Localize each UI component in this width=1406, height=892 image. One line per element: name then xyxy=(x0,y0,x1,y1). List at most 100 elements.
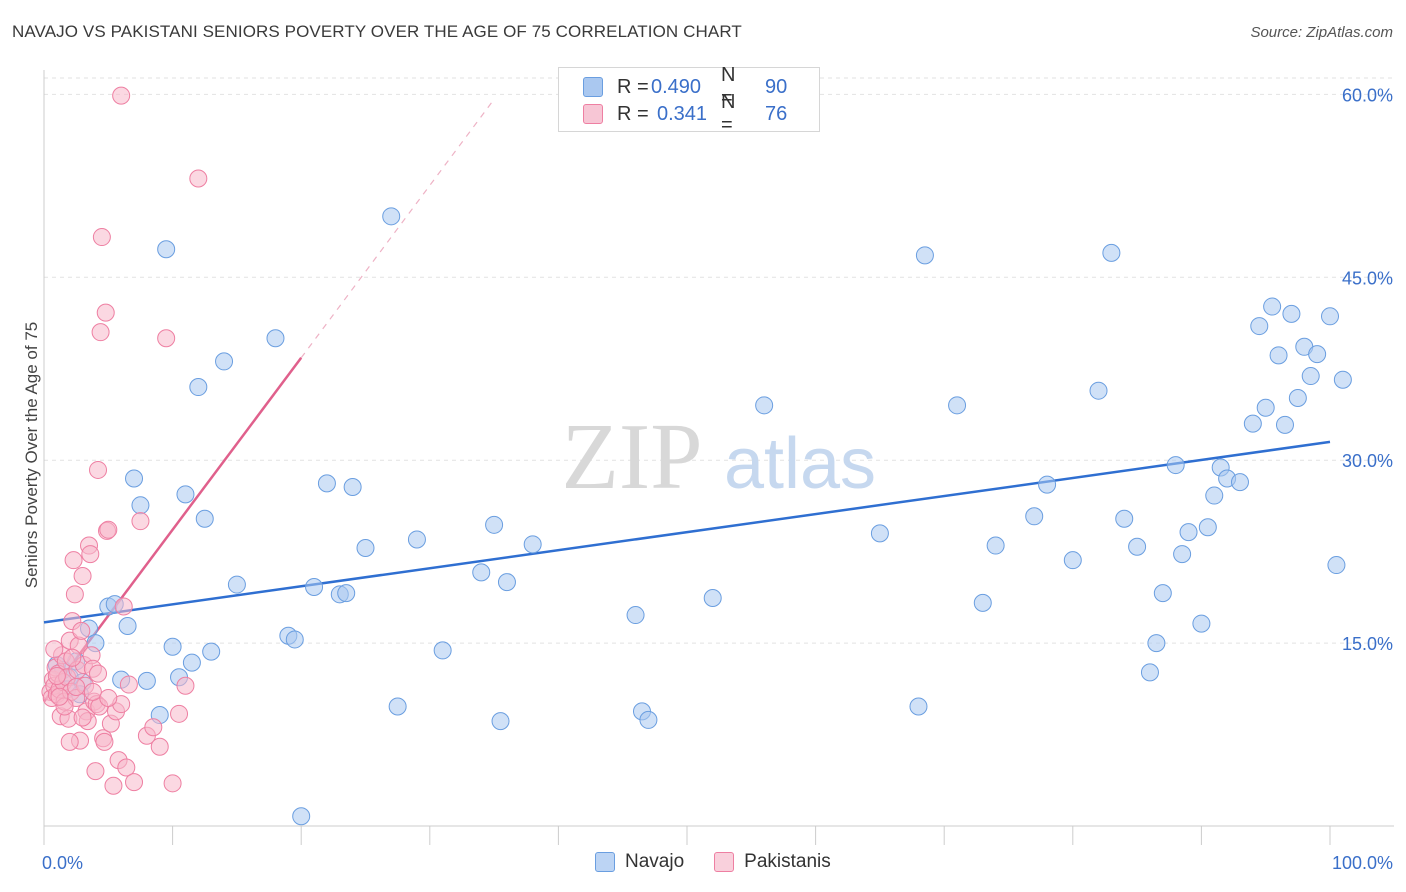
pakistanis-point xyxy=(163,774,182,793)
navajo-point xyxy=(305,578,324,597)
pakistanis-trend-extension xyxy=(300,98,495,359)
navajo-point xyxy=(1250,317,1269,336)
navajo-swatch xyxy=(595,852,615,872)
pakistanis-point xyxy=(114,597,133,616)
navajo-point xyxy=(1308,345,1327,364)
navajo-point xyxy=(523,535,542,554)
navajo-point xyxy=(755,396,774,415)
navajo-point xyxy=(1205,486,1224,505)
navajo-point xyxy=(285,630,304,649)
navajo-point xyxy=(1192,614,1211,633)
navajo-trend-line xyxy=(43,440,1331,624)
gridlines xyxy=(44,77,1394,644)
pakistanis-point xyxy=(189,169,208,188)
pakistanis-point xyxy=(92,228,111,247)
watermark-zip: ZIP xyxy=(562,405,703,509)
watermark-atlas: atlas xyxy=(724,424,876,504)
pakistanis-point xyxy=(47,667,66,686)
navajo-point xyxy=(491,712,510,731)
pakistanis-point xyxy=(157,329,176,348)
pakistanis-point xyxy=(73,708,92,727)
navajo-point xyxy=(1140,663,1159,682)
navajo-point xyxy=(485,515,504,534)
data-points xyxy=(41,86,1352,826)
r-label: R = xyxy=(617,102,649,125)
y-tick-label: 45.0% xyxy=(1342,268,1393,288)
navajo-point xyxy=(1327,556,1346,575)
navajo-point xyxy=(337,584,356,603)
trend-lines xyxy=(42,98,1331,703)
n-label: N = xyxy=(721,64,736,109)
pakistanis-point xyxy=(99,688,118,707)
navajo-point xyxy=(1282,304,1301,323)
navajo-point xyxy=(1230,473,1249,492)
navajo-point xyxy=(266,329,285,348)
pakistanis-point xyxy=(60,732,79,751)
navajo-point xyxy=(1243,414,1262,433)
navajo-point xyxy=(1102,243,1121,262)
navajo-point xyxy=(182,653,201,672)
navajo-point xyxy=(1263,297,1282,316)
y-tick-label: 30.0% xyxy=(1342,451,1393,471)
y-tick-label: 15.0% xyxy=(1342,634,1393,654)
navajo-point xyxy=(986,536,1005,555)
navajo-point xyxy=(382,207,401,226)
navajo-point xyxy=(915,246,934,265)
pakistanis-point xyxy=(89,664,108,683)
source-label: Source: ZipAtlas.com xyxy=(1250,24,1393,41)
pakistanis-point xyxy=(63,648,82,667)
navajo-point xyxy=(948,396,967,415)
navajo-point xyxy=(909,697,928,716)
navajo-point xyxy=(1321,307,1339,326)
pakistanis-point xyxy=(67,677,86,696)
tick-labels: 15.0% 30.0% 45.0% 60.0% 0.0% 100.0% xyxy=(42,85,1393,873)
pakistanis-point xyxy=(65,585,84,604)
navajo-swatch xyxy=(583,77,603,97)
navajo-point xyxy=(1198,518,1217,537)
n-label: N = xyxy=(721,91,736,136)
pakistanis-point xyxy=(50,687,69,706)
navajo-point xyxy=(202,642,221,661)
pakistanis-point xyxy=(117,758,136,777)
pakistanis-point xyxy=(112,86,131,105)
navajo-point xyxy=(189,378,208,397)
navajo-point xyxy=(1179,523,1198,542)
pakistanis-point xyxy=(144,718,163,737)
navajo-point xyxy=(137,671,156,690)
navajo-point xyxy=(1063,551,1082,570)
pakistanis-point xyxy=(99,520,118,539)
navajo-point xyxy=(1256,398,1275,417)
legend-item-navajo[interactable]: Navajo xyxy=(595,851,684,873)
navajo-point xyxy=(1275,415,1294,434)
navajo-point xyxy=(176,485,195,504)
pakistanis-point xyxy=(104,776,123,795)
pakistanis-label: Pakistanis xyxy=(744,851,831,872)
navajo-point xyxy=(388,697,407,716)
navajo-point xyxy=(131,496,150,515)
navajo-point xyxy=(1288,389,1307,408)
watermark: ZIP atlas xyxy=(562,405,877,509)
n-value: 76 xyxy=(765,102,788,125)
navajo-point xyxy=(1333,370,1352,389)
navajo-point xyxy=(1128,537,1147,556)
navajo-point xyxy=(703,588,722,607)
navajo-point xyxy=(407,530,426,549)
pakistanis-point xyxy=(131,512,150,531)
navajo-point xyxy=(125,469,144,488)
navajo-point xyxy=(1166,456,1185,475)
pakistanis-point xyxy=(83,682,102,701)
pakistanis-point xyxy=(91,323,110,342)
legend-item-pakistanis[interactable]: Pakistanis xyxy=(714,851,831,873)
pakistanis-point xyxy=(150,737,169,756)
navajo-point xyxy=(343,478,362,497)
navajo-point xyxy=(1089,381,1108,400)
navajo-point xyxy=(157,240,176,259)
navajo-point xyxy=(1301,367,1320,386)
navajo-point xyxy=(973,593,992,612)
pakistanis-point xyxy=(86,762,105,781)
navajo-point xyxy=(292,807,311,826)
navajo-point xyxy=(1153,584,1172,603)
navajo-point xyxy=(227,575,246,594)
stats-legend: R = 0.490 N = 90 R = 0.341 N = 76 xyxy=(558,64,820,136)
